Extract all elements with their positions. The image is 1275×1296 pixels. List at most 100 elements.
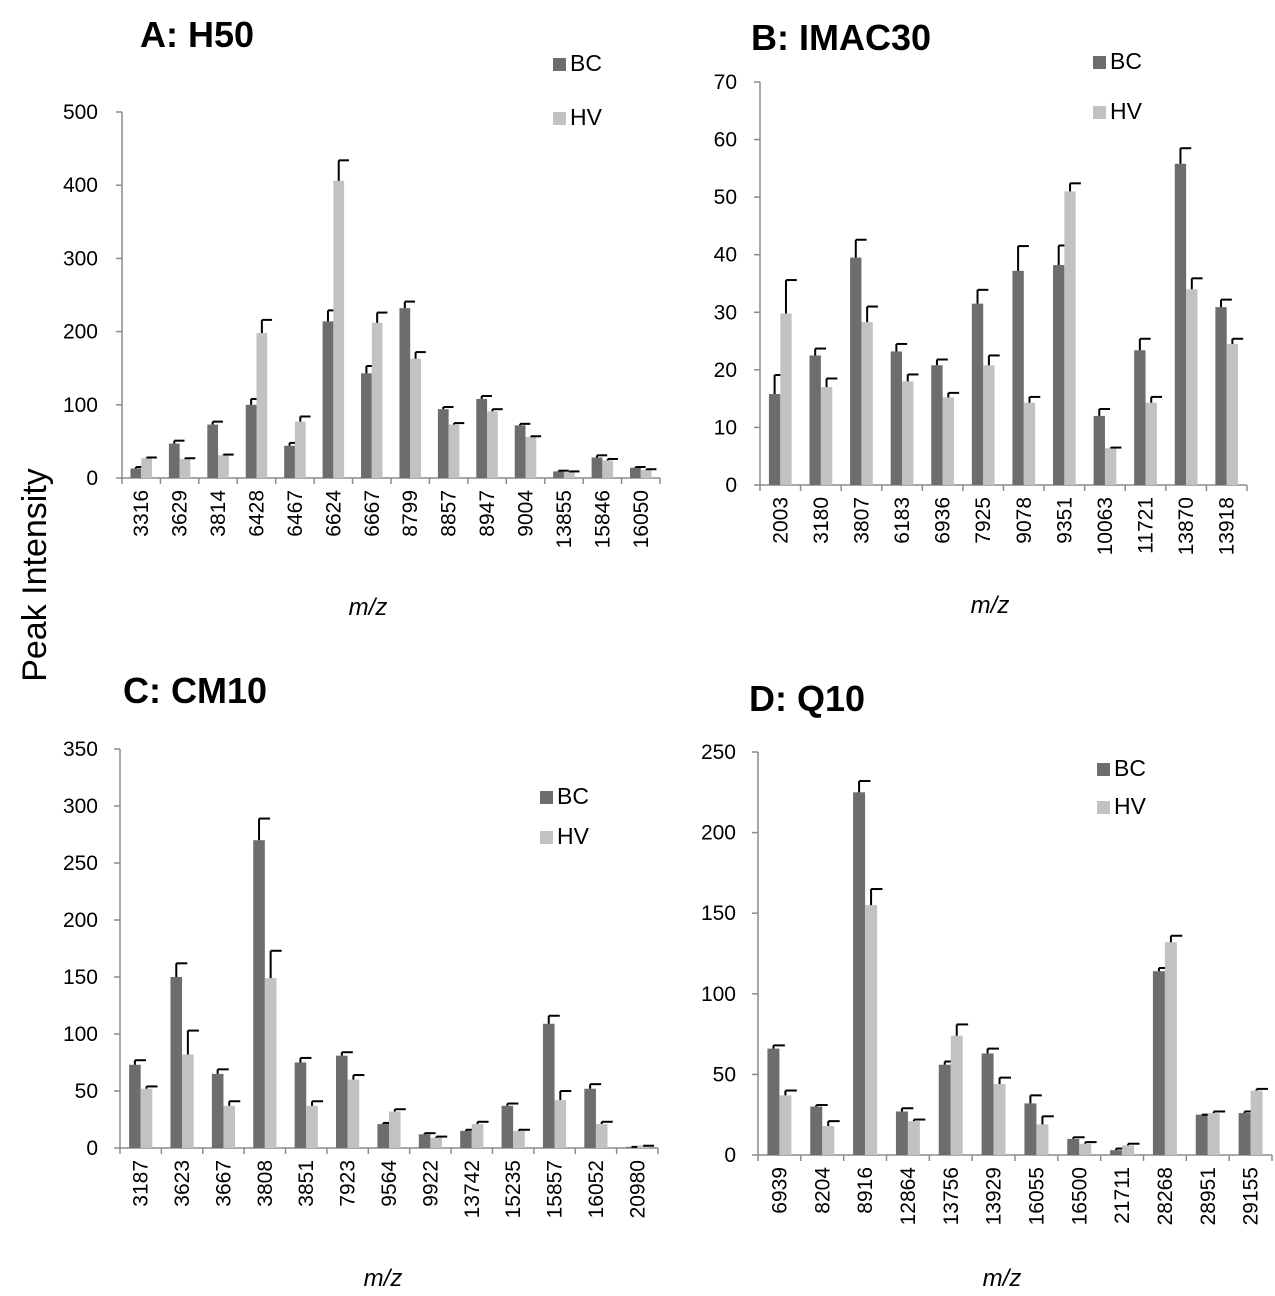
y-tick-label: 0: [86, 1137, 98, 1160]
x-category-label: 29155: [1240, 1167, 1263, 1225]
bar-bc: [1195, 1114, 1208, 1155]
panel-title: A: H50: [140, 14, 254, 55]
bar-hv: [993, 1084, 1006, 1155]
x-category-label: 13870: [1175, 497, 1198, 555]
y-tick-label: 0: [725, 474, 737, 497]
panel-d-q10: D: Q10 m/z 0 50 100 150 200 250 6939 8204 8916 12…: [701, 678, 1273, 1292]
x-category-label: 9351: [1053, 497, 1076, 544]
y-tick-label: 100: [63, 394, 98, 417]
bar-bc: [211, 1073, 224, 1148]
bar-bc: [1110, 1150, 1123, 1155]
bar-hv: [640, 469, 652, 478]
bar-bc: [853, 792, 866, 1155]
y-tick-label: 200: [701, 822, 736, 845]
y-tick-label: 100: [63, 1023, 98, 1046]
y-tick-label: 0: [86, 467, 98, 490]
y-tick-label: 150: [701, 902, 736, 925]
bar-bc: [625, 1146, 638, 1148]
bar-bc: [168, 443, 180, 478]
x-category-label: 13756: [940, 1167, 963, 1225]
y-tick-label: 60: [714, 129, 737, 152]
x-category-label: 3316: [130, 490, 153, 537]
x-category-label: 6939: [768, 1167, 791, 1214]
legend-swatch-bc: [553, 58, 566, 71]
bar-bc: [129, 1064, 141, 1148]
x-category-label: 6183: [891, 497, 914, 544]
bar-bc: [1134, 350, 1146, 485]
bar-bc: [284, 445, 295, 478]
bar-hv: [1079, 1143, 1092, 1155]
bar-hv: [389, 1111, 401, 1148]
bar-hv: [141, 458, 152, 478]
x-category-label: 8947: [476, 490, 499, 537]
x-category-label: 7923: [337, 1160, 360, 1207]
bar-bc: [399, 308, 411, 478]
bar-bc: [1053, 265, 1065, 485]
x-category-label: 9564: [378, 1160, 401, 1207]
legend-label-bc: BC: [570, 50, 602, 76]
x-axis-label: m/z: [349, 594, 388, 621]
bar-bc: [253, 840, 265, 1148]
bar-hv: [779, 1095, 792, 1155]
bar-hv: [448, 424, 460, 478]
legend-swatch-hv: [540, 831, 553, 844]
legend-label-bc: BC: [1114, 755, 1146, 781]
bar-bc: [514, 425, 526, 478]
bar-bc: [460, 1130, 472, 1148]
y-tick-label: 20: [714, 359, 737, 382]
x-category-label: 16500: [1068, 1167, 1091, 1225]
bar-hv: [942, 397, 954, 485]
bar-hv: [179, 458, 191, 478]
bar-hv: [347, 1079, 360, 1148]
bar-hv: [820, 387, 833, 485]
y-tick-label: 200: [63, 909, 98, 932]
y-tick-label: 0: [724, 1144, 736, 1167]
bar-hv: [780, 313, 792, 485]
panel-title: B: IMAC30: [751, 17, 931, 58]
legend-label-hv: HV: [1114, 793, 1147, 819]
legend-swatch-hv: [1097, 801, 1110, 814]
panel-b-imac30: B: IMAC30 m/z 0 10 20 30 40 50 60 70 2003 3180 380…: [714, 17, 1248, 619]
y-tick-label: 100: [701, 983, 736, 1006]
bar-bc: [895, 1111, 908, 1155]
x-category-label: 3807: [850, 497, 873, 544]
bar-bc: [1152, 971, 1165, 1155]
bar-hv: [861, 322, 873, 485]
x-category-label: 9922: [419, 1160, 442, 1207]
bar-hv: [525, 437, 537, 478]
bar-hv: [907, 1121, 920, 1155]
bar-bc: [768, 394, 781, 485]
bar-hv: [218, 455, 229, 478]
y-tick-label: 350: [63, 738, 98, 761]
bar-bc: [1067, 1138, 1080, 1155]
shared-y-axis-label: Peak Intensity: [16, 468, 54, 682]
y-tick-label: 30: [714, 301, 737, 324]
bar-bc: [938, 1064, 951, 1155]
bar-hv: [140, 1088, 153, 1148]
x-category-label: 9078: [1013, 497, 1036, 544]
x-axis-label: m/z: [364, 1265, 403, 1292]
bar-hv: [865, 905, 878, 1155]
bar-hv: [264, 978, 277, 1148]
bar-bc: [809, 355, 821, 485]
legend-label-hv: HV: [557, 823, 590, 849]
bar-bc: [1215, 307, 1227, 485]
x-category-label: 11721: [1135, 497, 1158, 554]
y-tick-label: 300: [63, 795, 98, 818]
x-category-label: 13918: [1216, 497, 1239, 555]
x-category-label: 8799: [399, 490, 422, 537]
bar-bc: [584, 1088, 596, 1148]
bar-bc: [1012, 270, 1024, 485]
bar-bc: [245, 404, 257, 478]
bar-hv: [950, 1035, 963, 1155]
bar-hv: [223, 1105, 236, 1148]
bar-hv: [1226, 343, 1239, 485]
bar-hv: [637, 1145, 649, 1148]
legend-swatch-bc: [540, 791, 553, 804]
y-tick-label: 10: [714, 416, 737, 439]
legend-swatch-hv: [553, 112, 566, 125]
legend-label-hv: HV: [1110, 98, 1143, 124]
x-category-label: 10063: [1094, 497, 1117, 555]
bar-hv: [333, 180, 345, 479]
legend-swatch-bc: [1093, 56, 1106, 69]
